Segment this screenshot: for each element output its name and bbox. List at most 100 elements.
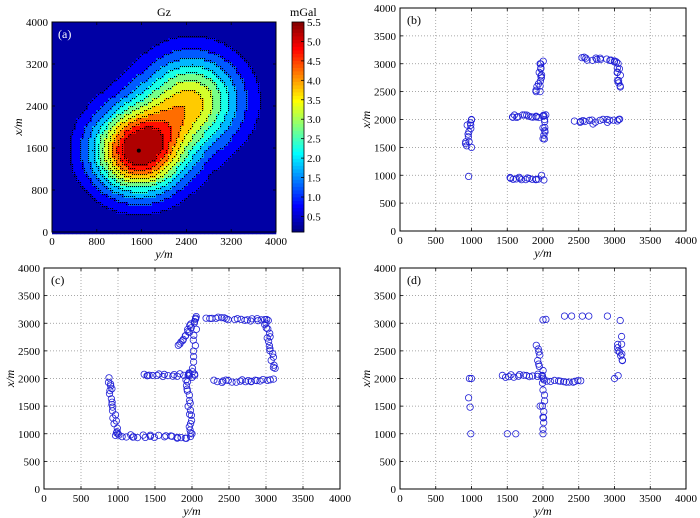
contour-line [102, 150, 104, 152]
contour-line [134, 186, 136, 188]
contour-line [218, 138, 220, 140]
contour-line [212, 106, 214, 108]
contour-line [88, 176, 90, 178]
heatmap-cell [236, 206, 241, 211]
heatmap-cell [236, 94, 241, 99]
heatmap-cell [256, 126, 261, 131]
heatmap-cell [116, 70, 121, 75]
heatmap-cell [264, 34, 269, 39]
contour-line [122, 144, 124, 146]
heatmap-cell [64, 210, 69, 215]
x-tick-label: 2400 [175, 236, 198, 248]
heatmap-cell [204, 142, 209, 147]
heatmap-cell [224, 134, 229, 139]
heatmap-cell [92, 162, 97, 167]
contour-line [182, 188, 184, 190]
heatmap-cell [148, 98, 153, 103]
heatmap-cell [264, 26, 269, 31]
heatmap-cell [272, 82, 277, 87]
colorbar-swatch [292, 81, 304, 86]
colorbar-tick-label: 2.5 [307, 134, 321, 146]
contour-line [144, 186, 146, 188]
colorbar-swatch [292, 88, 304, 93]
contour-line [210, 158, 212, 160]
heatmap-cell [224, 202, 229, 207]
contour-line [210, 112, 212, 114]
heatmap-cell [64, 74, 69, 79]
heatmap-cell [60, 226, 65, 231]
heatmap-cell [152, 90, 157, 95]
heatmap-cell [220, 122, 225, 127]
contour-line [150, 214, 152, 216]
heatmap-cell [92, 42, 97, 47]
heatmap-cell [112, 146, 117, 151]
contour-line [84, 172, 86, 174]
contour-line [158, 70, 160, 72]
heatmap-cell [232, 174, 237, 179]
heatmap-cell [92, 214, 97, 219]
contour-line [84, 168, 86, 170]
heatmap-cell [124, 142, 129, 147]
heatmap-cell [136, 114, 141, 119]
heatmap-cell [244, 30, 249, 35]
contour-line [208, 78, 210, 80]
contour-line [104, 114, 106, 116]
heatmap-cell [260, 186, 265, 191]
contour-line [166, 82, 168, 84]
heatmap-cell [220, 22, 225, 27]
contour-line [132, 64, 134, 66]
heatmap-cell [116, 226, 121, 231]
heatmap-cell [168, 38, 173, 43]
contour-line [144, 52, 146, 54]
heatmap-cell [272, 182, 277, 187]
contour-line [190, 128, 192, 130]
heatmap-cell [52, 166, 57, 171]
heatmap-cell [220, 126, 225, 131]
heatmap-cell [140, 22, 145, 27]
contour-line [110, 160, 112, 162]
heatmap-cell [128, 102, 133, 107]
panel-a: 0 800 1600 2400 3200 400008001600240032004000… [11, 5, 321, 261]
contour-line [84, 132, 86, 134]
heatmap-cell [104, 154, 109, 159]
heatmap-cell [116, 86, 121, 91]
heatmap-cell [140, 218, 145, 223]
contour-line [180, 82, 182, 84]
contour-line [236, 96, 238, 98]
contour-line [80, 154, 82, 156]
heatmap-cell [264, 182, 269, 187]
contour-line [150, 94, 152, 96]
heatmap-cell [52, 126, 57, 131]
heatmap-cell [144, 54, 149, 59]
heatmap-cell [252, 190, 257, 195]
heatmap-cell [224, 54, 229, 59]
contour-line [88, 158, 90, 160]
heatmap-cell [116, 34, 121, 39]
heatmap-cell [272, 34, 277, 39]
heatmap-cell [188, 90, 193, 95]
heatmap-cell [244, 134, 249, 139]
heatmap-cell [264, 70, 269, 75]
heatmap-cell [136, 74, 141, 79]
heatmap-cell [220, 214, 225, 219]
contour-line [158, 182, 160, 184]
contour-line [96, 136, 98, 138]
heatmap-cell [108, 142, 113, 147]
contour-line [148, 168, 150, 170]
contour-line [204, 50, 206, 52]
heatmap-cell [52, 82, 57, 87]
heatmap-cell [164, 66, 169, 71]
contour-line [124, 176, 126, 178]
heatmap-cell [80, 74, 85, 79]
contour-line [148, 50, 150, 52]
heatmap-cell [156, 222, 161, 227]
contour-line [114, 198, 116, 200]
contour-line [194, 90, 196, 92]
heatmap-cell [60, 70, 65, 75]
contour-line [122, 162, 124, 164]
heatmap-cell [64, 182, 69, 187]
contour-line [160, 212, 162, 214]
contour-line [152, 180, 154, 182]
heatmap-cell [64, 50, 69, 55]
heatmap-cell [52, 150, 57, 155]
